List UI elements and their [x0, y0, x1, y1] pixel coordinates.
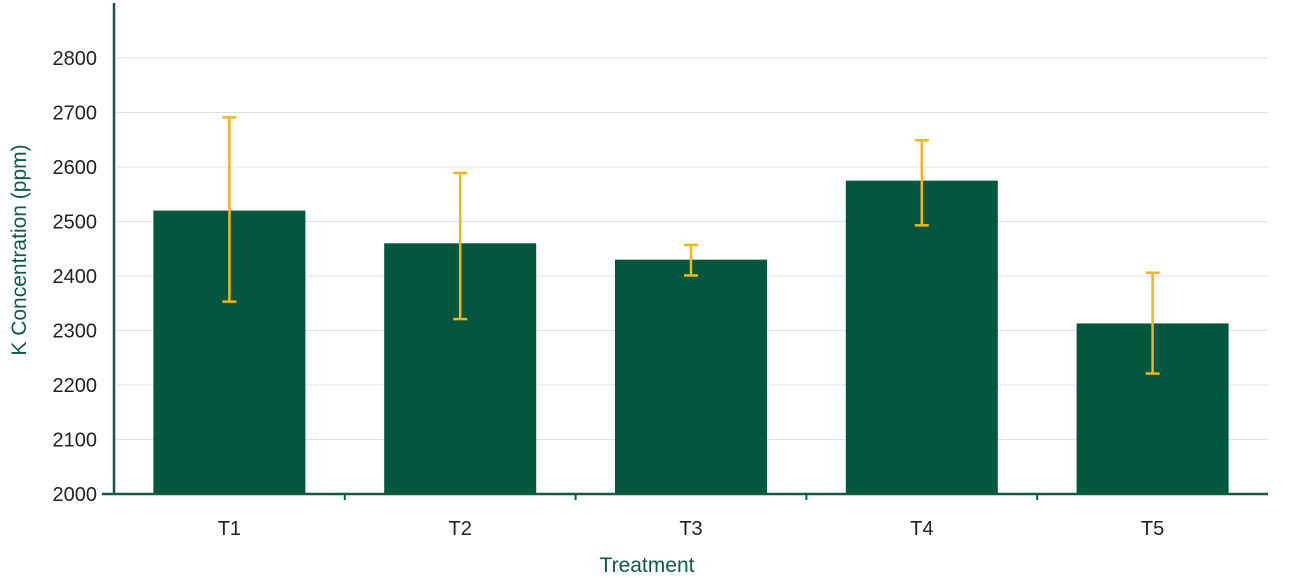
- y-tick-label: 2700: [53, 103, 98, 125]
- y-tick-labels: 2000 2100 2200 2300 2400 2500 2600 2700 2800: [53, 48, 98, 506]
- x-tick-labels: T1 T2 T3 T4 T5: [218, 518, 1165, 540]
- x-tick-label: T5: [1141, 518, 1164, 540]
- x-tick-label: T4: [910, 518, 933, 540]
- error-bars: [222, 116, 1160, 375]
- error-bar-t1: [222, 116, 237, 303]
- y-tick-label: 2800: [53, 48, 98, 70]
- y-tick-label: 2300: [53, 321, 98, 343]
- bar-t4: [845, 180, 998, 494]
- y-tick-label: 2100: [53, 430, 98, 452]
- x-tick-label: T3: [679, 518, 702, 540]
- bar-t3: [615, 259, 767, 494]
- error-bar-t4: [914, 139, 929, 227]
- error-bar-t5: [1145, 271, 1160, 375]
- error-bar-t2: [453, 171, 468, 321]
- y-axis-title: K Concentration (ppm): [8, 144, 31, 355]
- y-tick-label: 2400: [53, 266, 98, 288]
- bars: [153, 180, 1229, 494]
- y-tick-label: 2200: [53, 375, 98, 397]
- x-tick-label: T1: [218, 518, 241, 540]
- y-tick-label: 2000: [53, 484, 98, 506]
- axes: [102, 3, 1268, 500]
- x-tick-label: T2: [449, 518, 472, 540]
- y-tick-label: 2500: [53, 212, 98, 234]
- x-axis-title: Treatment: [600, 554, 695, 577]
- y-tick-label: 2600: [53, 157, 98, 179]
- error-bar-t3: [684, 243, 698, 277]
